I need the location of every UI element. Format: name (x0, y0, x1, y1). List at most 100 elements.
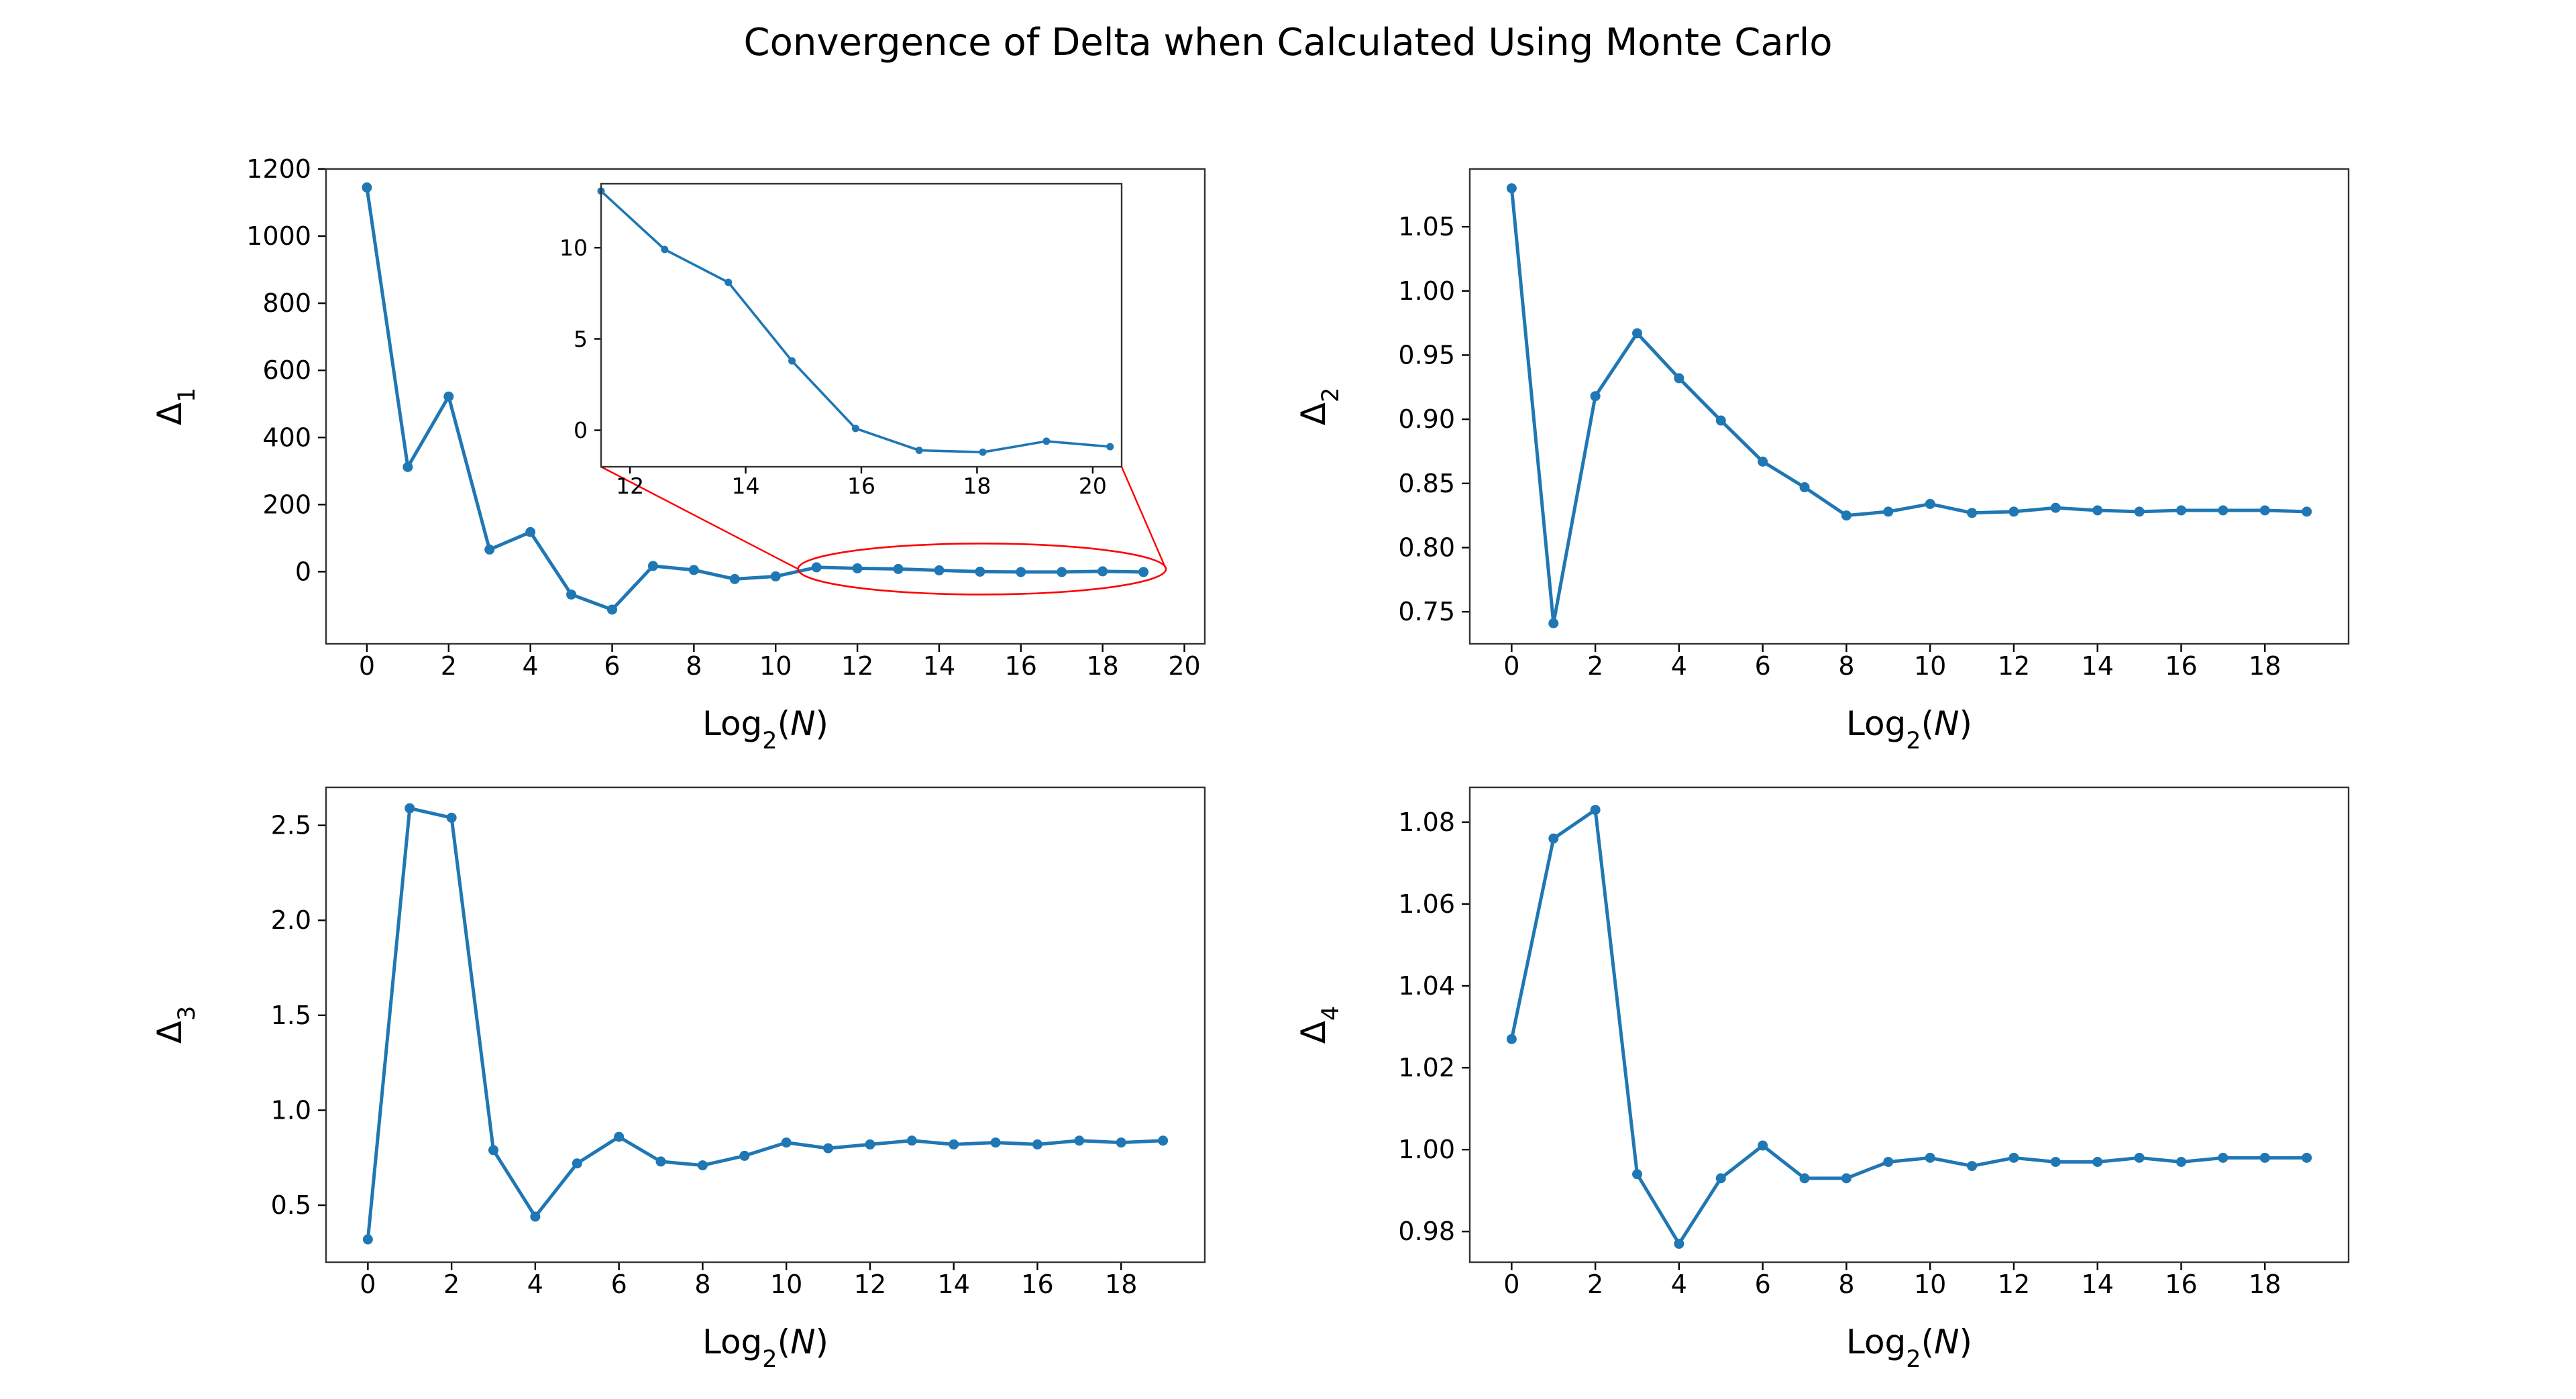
panel-top-left-data-point (688, 565, 699, 575)
panel-bottom-left-data-point (949, 1139, 959, 1150)
panel-bottom-left-data-point (906, 1135, 917, 1146)
panel-top-left-ytick-label: 400 (262, 423, 311, 452)
inset-data-point (979, 448, 987, 456)
panel-bottom-right-data-point (1925, 1152, 1935, 1163)
panel-top-right-data-point (1632, 328, 1643, 339)
panel-bottom-left-data-point (823, 1143, 834, 1154)
panel-bottom-left-xtick-label: 12 (854, 1270, 886, 1299)
panel-top-right-data-point (1925, 498, 1935, 509)
panel-bottom-left-data-point (530, 1211, 541, 1222)
panel-bottom-right-ytick-label: 1.02 (1398, 1053, 1455, 1082)
panel-top-right-data-point (1674, 373, 1684, 384)
panel-top-right-ytick-label: 0.90 (1398, 404, 1455, 434)
panel-bottom-right-ytick-label: 1.08 (1398, 807, 1455, 837)
panel-bottom-left-ytick-label: 2.5 (271, 811, 311, 840)
panel-bottom-right-xtick-label: 16 (2165, 1270, 2197, 1299)
panel-bottom-left-xtick-label: 14 (938, 1270, 970, 1299)
panel-bottom-right-data-point (2218, 1152, 2229, 1163)
panel-top-right-ytick-label: 0.95 (1398, 340, 1455, 370)
inset-xtick-label: 14 (732, 473, 760, 499)
panel-top-left-ytick-label: 600 (262, 355, 311, 385)
panel-bottom-left-axes: 0 2 4 6 8 10 12 14 16 18 0.5 1.0 1.5 2.0 2.5 (271, 786, 1206, 1299)
panel-top-left-data-point (1016, 567, 1026, 577)
panel-top-left-data-point (852, 563, 863, 573)
panel-top-right-data-point (2218, 505, 2229, 516)
panel-top-right-axes: 0 2 4 6 8 10 12 14 16 18 0.75 0.80 0.85 0.90 0.95 1.00 1… (1398, 168, 2350, 681)
panel-bottom-right-data-point (1799, 1173, 1810, 1184)
panel-top-left-ytick-label: 800 (262, 288, 311, 318)
panel-top-right-data-point (2259, 505, 2270, 516)
zoom-connector-left (600, 465, 799, 570)
panel-top-left-data-point (770, 571, 781, 581)
panel-top-left-xtick-label: 8 (686, 651, 702, 681)
panels: 0 2 4 6 8 10 12 14 16 18 20020040060080010001200Lo… (150, 154, 2350, 1373)
panel-top-right-xtick-label: 14 (2082, 651, 2114, 681)
panel-top-left-data-point (607, 604, 618, 615)
inset-data-point (661, 245, 669, 254)
panel-top-right-frame (1468, 168, 2350, 645)
panel-top-left-data-point (484, 544, 495, 555)
panel-top-right-xlabel: Log2(N) (1846, 704, 1972, 754)
panel-bottom-right-data-point (2050, 1156, 2061, 1167)
panel-top-right-data-point (2176, 505, 2186, 516)
panel-top-left-data-point (525, 526, 536, 537)
inset-ytick-label: 10 (559, 235, 588, 261)
panel-top-left-data-point (1057, 567, 1067, 577)
inset-data-point (915, 446, 923, 454)
panel-bottom-left-data-point (1032, 1139, 1042, 1150)
panel-top-left-data-point (566, 589, 577, 600)
panel-bottom-left-xtick-label: 6 (611, 1270, 627, 1299)
panel-top-left-xtick-label: 20 (1168, 651, 1200, 681)
panel-bottom-left-data-point (739, 1150, 750, 1161)
panel-bottom-right-data-point (1715, 1173, 1726, 1184)
panel-top-left-ylabel: Δ1 (150, 388, 201, 426)
panel-bottom-right-xtick-label: 8 (1838, 1270, 1854, 1299)
panel-top-left-ytick-label: 1200 (246, 154, 311, 184)
panel-top-left-series-line (365, 187, 1144, 612)
panel-bottom-right-data-point (2176, 1156, 2186, 1167)
panel-bottom-left-ytick-label: 0.5 (271, 1190, 311, 1220)
panel-top-left-xtick-label: 12 (841, 651, 873, 681)
panel-top-left-xtick-label: 10 (759, 651, 792, 681)
panel-top-right-xtick-label: 0 (1503, 651, 1519, 681)
panel-top-right-xtick-label: 6 (1755, 651, 1771, 681)
panel-bottom-right-data-point (1967, 1161, 1978, 1172)
panel-bottom-right-ylabel: Δ4 (1294, 1006, 1344, 1044)
panel-bottom-left-data-point (697, 1160, 708, 1171)
inset-ytick-label: 5 (574, 326, 588, 352)
panel-bottom-left-data-point (655, 1156, 666, 1167)
panel-bottom-right-xtick-label: 4 (1671, 1270, 1687, 1299)
panel-top-right-xtick-label: 18 (2249, 651, 2281, 681)
panel-top-right-ytick-label: 1.05 (1398, 212, 1455, 241)
panel-top-left-xtick-label: 6 (604, 651, 620, 681)
panel-top-left-xlabel: Log2(N) (702, 704, 828, 754)
panel-bottom-right-series-line (1509, 808, 2307, 1245)
figure-title: Convergence of Delta when Calculated Usi… (743, 21, 1832, 64)
panel-top-left: 0 2 4 6 8 10 12 14 16 18 20020040060080010001200Lo… (150, 154, 1206, 754)
panel-bottom-right-data-point (1506, 1033, 1517, 1044)
panel-bottom-left-xtick-label: 18 (1105, 1270, 1137, 1299)
panel-top-left-data-point (647, 561, 658, 571)
inset-data-point (788, 357, 796, 365)
panel-bottom-right-data-point (2008, 1152, 2019, 1163)
inset-data-point (1106, 443, 1114, 451)
panel-top-right-ytick-label: 1.00 (1398, 276, 1455, 306)
panel-top-left-data-point (1138, 567, 1149, 577)
panel-bottom-left-ytick-label: 1.0 (271, 1095, 311, 1125)
panel-top-right-data-point (2050, 502, 2061, 513)
panel-top-left-ytick-label: 0 (295, 557, 311, 586)
panel-bottom-right-xtick-label: 12 (1998, 1270, 2030, 1299)
panel-top-left-frame (325, 168, 1206, 645)
panel-top-left-ytick-label: 1000 (246, 221, 311, 251)
panel-top-left-data-point (402, 461, 413, 472)
inset-data-point (1042, 437, 1051, 445)
inset-axes: 12 14 16 18 20 0 5 10 (559, 182, 1123, 499)
panel-bottom-left-xtick-label: 0 (360, 1270, 376, 1299)
panel-bottom-right-data-point (1674, 1239, 1684, 1249)
panel-bottom-left-data-point (488, 1145, 499, 1156)
panel-bottom-left-series-line (366, 806, 1163, 1240)
panel-bottom-right-ytick-label: 1.04 (1398, 971, 1455, 1001)
panel-top-left-data-point (1097, 566, 1108, 577)
